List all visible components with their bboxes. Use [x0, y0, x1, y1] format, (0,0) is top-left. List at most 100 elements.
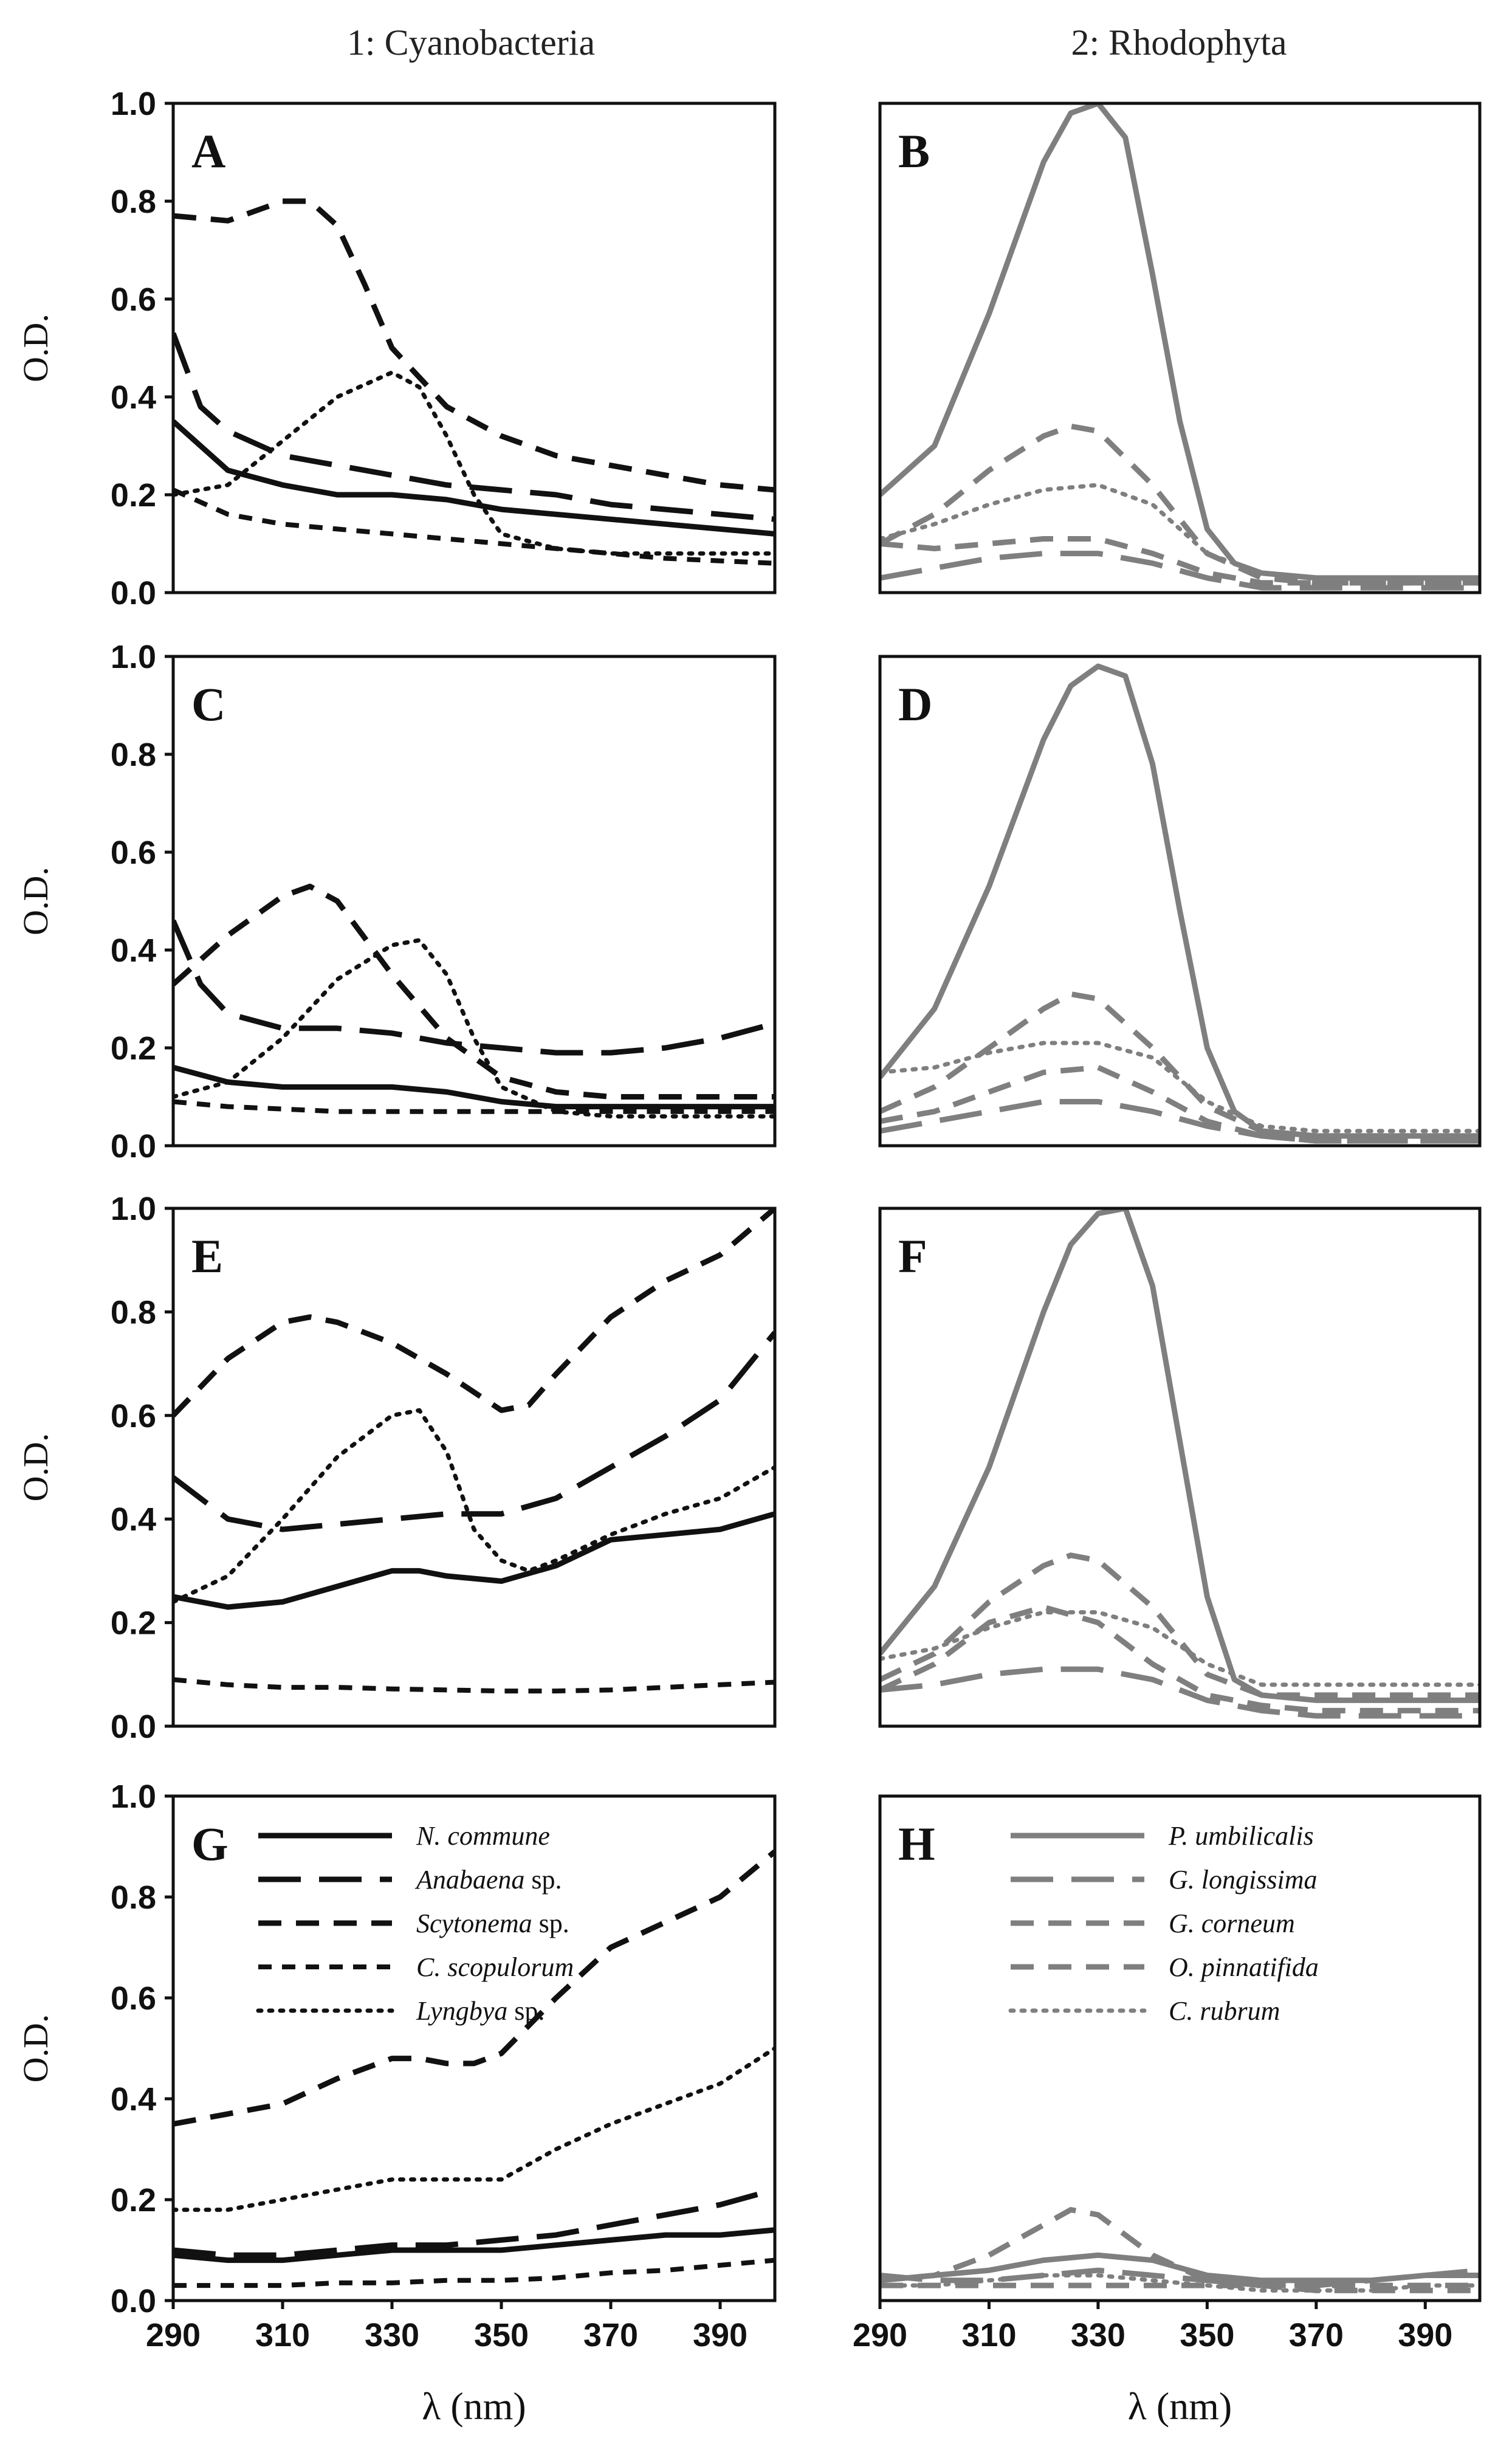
- series-line-lyngbya-sp: [173, 2046, 775, 2212]
- series-line-scytonema-sp: [173, 1849, 775, 2127]
- y-tick-label: 0.6: [111, 1980, 156, 2017]
- y-tick-label: 0.8: [111, 737, 156, 773]
- y-tick-label: 0.8: [111, 184, 156, 220]
- series-line-c-scopulorum: [173, 2257, 775, 2288]
- legend-entry-anabaena-sp: Anabaena sp.: [414, 1865, 562, 1895]
- panel-label: G: [191, 1817, 229, 1870]
- series-group: [173, 1849, 775, 2288]
- legend: N. commune Anabaena sp. Scytonema sp. C. sc…: [256, 1821, 574, 2026]
- series-line-anabaena-sp: [173, 2187, 775, 2258]
- panel-d: D: [878, 655, 1482, 1148]
- legend-entry-o-pinnatifida: O. pinnatifida: [1169, 1952, 1319, 1982]
- series-line-g-corneum: [880, 1064, 1480, 1144]
- plot-frame: [171, 102, 777, 594]
- x-tick-label: 370: [583, 2317, 638, 2353]
- panel-g: 0.0 0.2 0.4 0.6 0.8 1.0 290 310 330 350 370 390 λ (n…: [16, 1778, 777, 2428]
- series-line-n-commune: [173, 1511, 775, 1610]
- panel-label: A: [191, 125, 225, 177]
- y-tick-label: 0.0: [111, 575, 156, 611]
- x-tick-label: 390: [693, 2317, 747, 2353]
- column-title-cyanobacteria: 1: Cyanobacteria: [347, 22, 595, 63]
- y-axis-label: O.D.: [16, 867, 55, 935]
- series-line-scytonema-sp: [173, 883, 775, 1100]
- series-line-n-commune: [173, 2227, 775, 2263]
- y-axis-label: O.D.: [16, 1433, 55, 1502]
- series-line-g-corneum: [880, 1604, 1480, 1713]
- plot-frame: [878, 1207, 1482, 1728]
- series-group: [173, 198, 775, 566]
- panel-e: 0.0 0.2 0.4 0.6 0.8 1.0 O.D. E: [16, 1191, 777, 1745]
- legend-entry-lyngbya-sp: Lyngbya sp.: [416, 1996, 545, 2026]
- x-tick-label: 390: [1398, 2317, 1452, 2353]
- x-axis-label: λ (nm): [422, 2384, 526, 2428]
- y-tick-label: 0.8: [111, 1879, 156, 1916]
- y-tick-label: 0.2: [111, 1030, 156, 1067]
- series-line-g-longissima: [880, 551, 1480, 591]
- y-tick-label: 1.0: [111, 639, 156, 675]
- x-tick-label: 290: [853, 2317, 907, 2353]
- y-tick-label: 0.2: [111, 1605, 156, 1642]
- x-tick-label: 310: [961, 2317, 1016, 2353]
- legend-entry-p-umbilicalis: P. umbilicalis: [1168, 1821, 1314, 1851]
- series-group: [880, 663, 1480, 1144]
- legend-entry-g-corneum: G. corneum: [1169, 1909, 1295, 1938]
- series-line-c-rubrum: [880, 483, 1480, 580]
- panel-label: E: [191, 1230, 223, 1282]
- series-line-c-rubrum: [880, 1610, 1480, 1687]
- legend-entry-c-rubrum: C. rubrum: [1169, 1996, 1280, 2026]
- series-line-o-pinnatifida: [880, 423, 1480, 586]
- series-line-o-pinnatifida: [880, 991, 1480, 1139]
- series-line-c-rubrum: [880, 1041, 1480, 1134]
- series-line-scytonema-sp: [173, 1208, 775, 1417]
- y-tick-label: 1.0: [111, 86, 156, 122]
- series-line-c-scopulorum: [173, 1677, 775, 1694]
- plot-frame: [878, 102, 1482, 594]
- series-line-g-corneum: [880, 536, 1480, 586]
- y-tick-label: 0.6: [111, 281, 156, 318]
- y-tick-label: 1.0: [111, 1191, 156, 1227]
- series-line-p-umbilicalis: [880, 103, 1480, 581]
- panel-label: H: [898, 1817, 935, 1870]
- x-tick-label: 350: [474, 2317, 529, 2353]
- legend-entry-scytonema-sp: Scytonema sp.: [416, 1909, 569, 1938]
- legend-entry-g-longissima: G. longissima: [1169, 1865, 1317, 1895]
- series-line-anabaena-sp: [173, 1331, 775, 1532]
- panel-f: F: [878, 1207, 1482, 1728]
- series-line-anabaena-sp: [173, 919, 775, 1056]
- series-group: [880, 103, 1480, 591]
- x-tick-label: 330: [1071, 2317, 1125, 2353]
- y-axis-label: O.D.: [16, 314, 55, 382]
- series-line-p-umbilicalis: [880, 663, 1480, 1139]
- series-line-c-scopulorum: [173, 1099, 775, 1114]
- series-line-anabaena-sp: [173, 332, 775, 522]
- y-tick-label: 0.4: [111, 2081, 156, 2118]
- series-line-scytonema-sp: [173, 198, 775, 493]
- panel-label: D: [898, 678, 932, 731]
- y-tick-label: 0.0: [111, 1128, 156, 1165]
- panel-a: 0.0 0.2 0.4 0.6 0.8 1.0 O.D. A: [16, 86, 777, 611]
- series-group: [880, 1208, 1480, 1719]
- legend-entry-c-scopulorum: C. scopulorum: [416, 1952, 574, 1982]
- series-line-o-pinnatifida: [880, 1552, 1480, 1698]
- panel-label: C: [191, 678, 225, 731]
- y-tick-label: 1.0: [111, 1778, 156, 1815]
- y-tick-label: 0.4: [111, 932, 156, 969]
- series-group: [880, 2207, 1480, 2293]
- panel-h: 290 310 330 350 370 390 λ (nm) H P. umbilicalis G…: [853, 1794, 1482, 2428]
- plot-frame: [878, 1794, 1482, 2302]
- y-tick-label: 0.4: [111, 379, 156, 416]
- y-tick-label: 0.8: [111, 1294, 156, 1331]
- x-axis-label: λ (nm): [1128, 2384, 1232, 2428]
- y-tick-label: 0.2: [111, 477, 156, 514]
- series-line-o-pinnatifida: [880, 2207, 1480, 2293]
- plot-frame: [171, 1794, 777, 2302]
- x-tick-label: 370: [1289, 2317, 1344, 2353]
- column-title-rhodophyta: 2: Rhodophyta: [1071, 22, 1287, 63]
- series-line-lyngbya-sp: [173, 370, 775, 556]
- plot-frame: [171, 655, 777, 1148]
- y-tick-label: 0.0: [111, 2283, 156, 2319]
- series-group: [173, 883, 775, 1119]
- panel-c: 0.0 0.2 0.4 0.6 0.8 1.0 O.D. C: [16, 639, 777, 1165]
- series-line-c-scopulorum: [173, 487, 775, 566]
- series-line-lyngbya-sp: [173, 1408, 775, 1604]
